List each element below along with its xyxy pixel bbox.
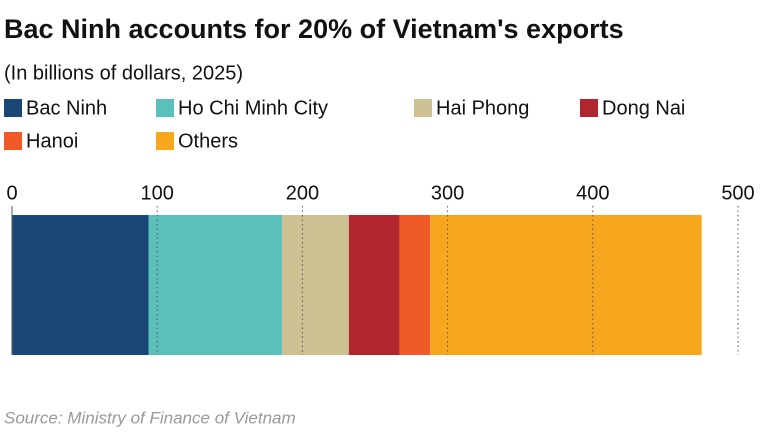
x-tick-label: 400: [576, 182, 609, 204]
x-tick-label: 200: [286, 182, 319, 204]
chart-subtitle: (In billions of dollars, 2025): [4, 62, 243, 84]
bar-segment: [148, 215, 283, 355]
x-tick-label: 0: [6, 182, 17, 204]
legend-swatch: [156, 132, 174, 150]
bar-segment: [399, 215, 431, 355]
legend-label: Others: [178, 130, 238, 152]
legend-label: Hanoi: [26, 130, 78, 152]
legend-label: Bac Ninh: [26, 97, 107, 119]
x-tick-label: 500: [721, 182, 754, 204]
legend-swatch: [156, 99, 174, 117]
legend-label: Dong Nai: [602, 97, 685, 119]
legend-swatch: [4, 99, 22, 117]
bar-segment: [12, 215, 149, 355]
bar-segment: [282, 215, 349, 355]
x-tick-label: 300: [431, 182, 464, 204]
legend-swatch: [580, 99, 598, 117]
bar-segment: [348, 215, 400, 355]
legend-swatch: [414, 99, 432, 117]
legend-label: Hai Phong: [436, 97, 529, 119]
chart-title: Bac Ninh accounts for 20% of Vietnam's e…: [4, 14, 624, 44]
source: Source: Ministry of Finance of Vietnam: [4, 408, 296, 427]
bar-segment: [430, 215, 702, 355]
legend-swatch: [4, 132, 22, 150]
x-tick-label: 100: [141, 182, 174, 204]
legend-label: Ho Chi Minh City: [178, 97, 328, 119]
